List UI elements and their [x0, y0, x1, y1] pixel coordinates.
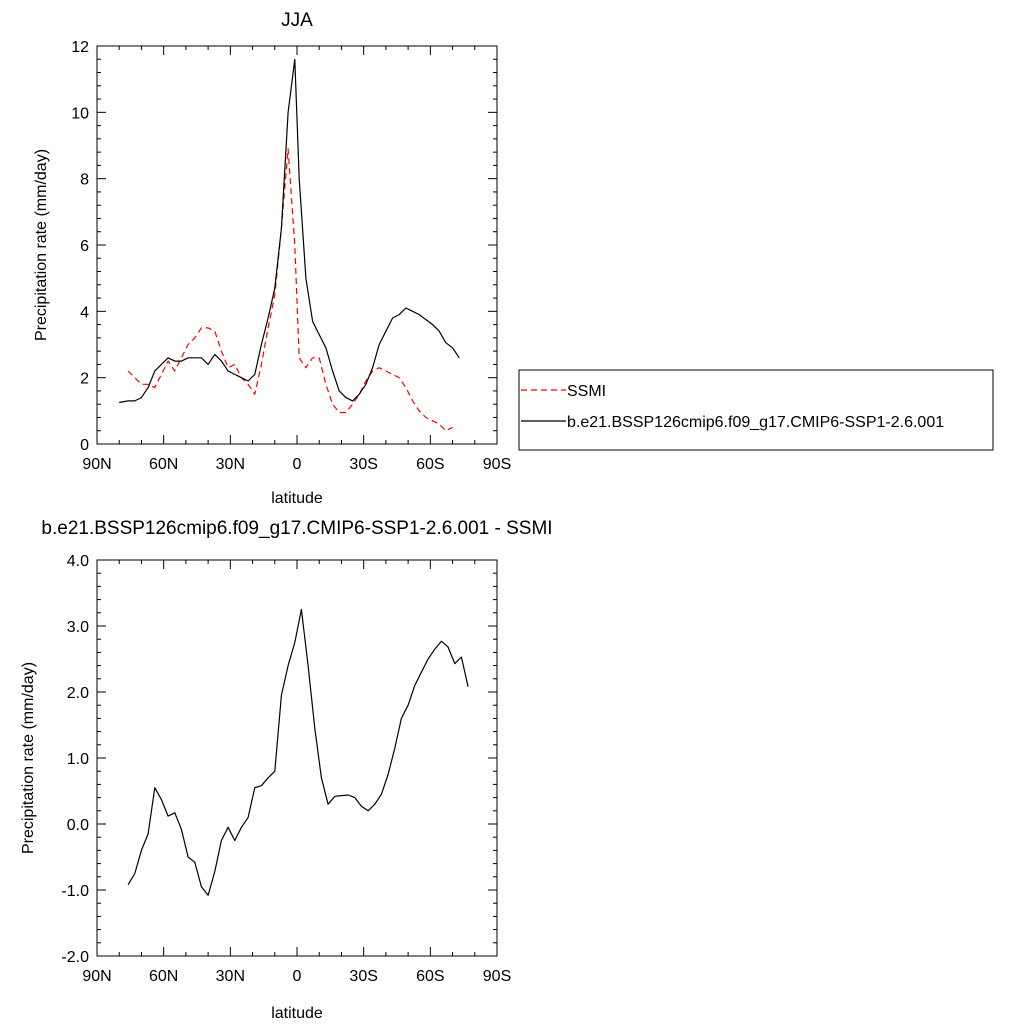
top-series-line-ssmi	[127, 148, 453, 432]
bottom-axis-ticks	[96, 559, 498, 957]
top-y-tick-labels: 0 2 4 6 8 10 12	[71, 39, 89, 454]
legend-ssmi-label: SSMI	[567, 383, 606, 400]
bottom-series-lines	[127, 608, 469, 896]
top-x-tick-labels: 90N 60N 30N 0 30S 60S 90S	[82, 456, 511, 473]
top-y-tick-label: 2	[80, 371, 89, 388]
bottom-panel: b.e21.BSSP126cmip6.f09_g17.CMIP6-SSP1-2.…	[20, 518, 553, 1022]
bottom-x-tick-labels: 90N 60N 30N 0 30S 60S 90S	[82, 968, 511, 985]
bottom-x-axis-label: latitude	[271, 1005, 323, 1022]
top-x-tick-label: 60N	[149, 456, 178, 473]
bottom-x-tick-label: 60N	[149, 968, 178, 985]
top-x-tick-label: 60S	[416, 456, 444, 473]
top-x-axis-label: latitude	[271, 490, 323, 507]
bottom-plot-frame	[96, 559, 498, 957]
top-chart-title: JJA	[281, 10, 313, 31]
top-x-tick-label: 90S	[483, 456, 511, 473]
top-y-tick-label: 0	[80, 437, 89, 454]
top-y-tick-label: 6	[80, 238, 89, 255]
bottom-x-tick-label: 90S	[483, 968, 511, 985]
top-y-tick-label: 4	[80, 304, 89, 321]
legend: SSMI b.e21.BSSP126cmip6.f09_g17.CMIP6-SS…	[518, 369, 994, 451]
bottom-y-tick-labels: -2.0 -1.0 0.0 1.0 2.0 3.0 4.0	[61, 553, 89, 966]
top-y-tick-label: 8	[80, 172, 89, 189]
bottom-y-tick-label: 2.0	[67, 685, 89, 702]
top-y-tick-label: 10	[71, 105, 89, 122]
top-series-lines	[119, 58, 460, 432]
top-axis-ticks	[96, 45, 498, 445]
top-x-tick-label: 90N	[82, 456, 111, 473]
bottom-y-tick-label: 3.0	[67, 619, 89, 636]
bottom-y-tick-label: 4.0	[67, 553, 89, 570]
legend-box	[518, 369, 994, 451]
bottom-series-line-difference	[127, 608, 469, 896]
bottom-y-tick-label: 0.0	[67, 817, 89, 834]
bottom-x-tick-label: 60S	[416, 968, 444, 985]
bottom-x-tick-label: 30N	[216, 968, 245, 985]
top-y-axis-label: Precipitation rate (mm/day)	[33, 149, 50, 341]
bottom-y-tick-label: 1.0	[67, 751, 89, 768]
bottom-y-tick-label: -2.0	[61, 949, 89, 966]
bottom-y-axis-label: Precipitation rate (mm/day)	[20, 662, 37, 854]
legend-model-label: b.e21.BSSP126cmip6.f09_g17.CMIP6-SSP1-2.…	[567, 414, 944, 431]
bottom-x-tick-label: 30S	[349, 968, 377, 985]
top-x-tick-label: 30N	[216, 456, 245, 473]
bottom-y-tick-label: -1.0	[61, 883, 89, 900]
top-panel: JJA 90N 60N 30N 0 30S 60S 90S 0 2 4 6 8 10 12 latitu…	[33, 10, 511, 507]
top-y-tick-label: 12	[71, 39, 89, 56]
bottom-chart-title: b.e21.BSSP126cmip6.f09_g17.CMIP6-SSP1-2.…	[41, 518, 552, 539]
top-series-line-model	[119, 58, 460, 404]
bottom-x-tick-label: 90N	[82, 968, 111, 985]
bottom-x-tick-label: 0	[293, 968, 302, 985]
top-x-tick-label: 0	[293, 456, 302, 473]
top-x-tick-label: 30S	[349, 456, 377, 473]
